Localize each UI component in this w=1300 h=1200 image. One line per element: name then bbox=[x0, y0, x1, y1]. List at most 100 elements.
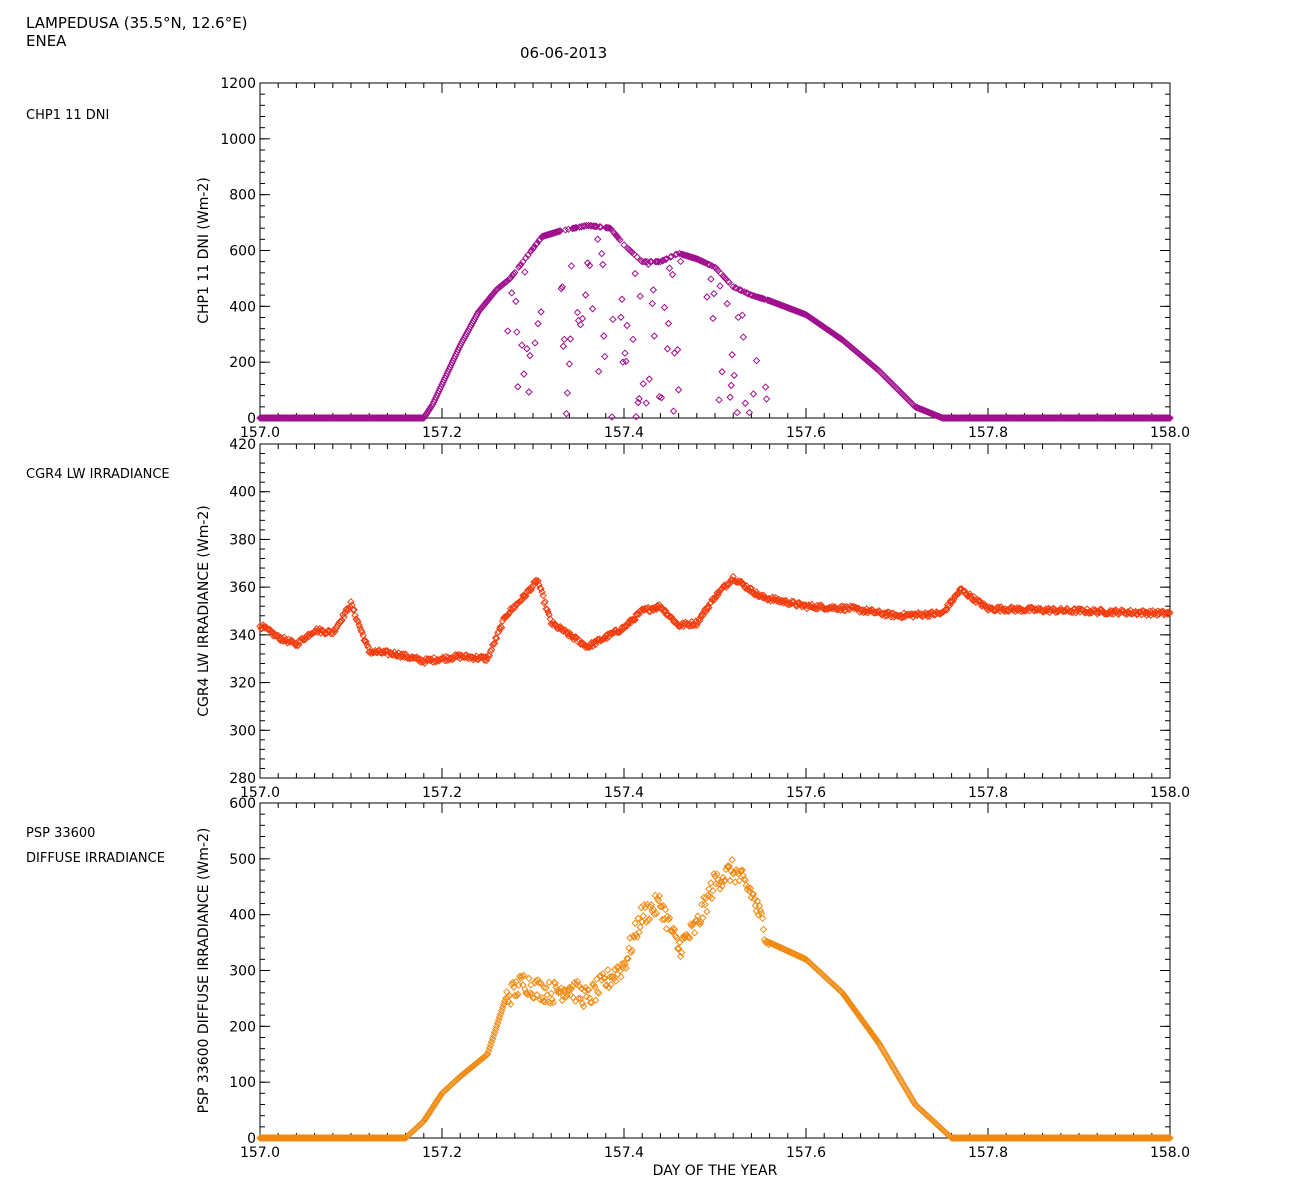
dni-point bbox=[619, 358, 627, 366]
lw-point bbox=[497, 623, 506, 632]
lw-point bbox=[967, 592, 975, 601]
diffuse-point bbox=[755, 902, 764, 910]
lw-point bbox=[278, 636, 286, 645]
diffuse-point bbox=[1162, 1134, 1170, 1142]
diffuse-point bbox=[698, 900, 706, 909]
dni-point bbox=[446, 363, 454, 371]
dni-point bbox=[518, 341, 526, 349]
diffuse-point bbox=[545, 978, 553, 986]
dni-point bbox=[716, 282, 724, 290]
dni-point bbox=[631, 269, 639, 278]
lw-point bbox=[719, 583, 727, 591]
dni-point bbox=[418, 414, 426, 422]
dni-point bbox=[655, 392, 664, 401]
dni-point bbox=[571, 224, 580, 232]
dni-point bbox=[729, 283, 737, 291]
dni-xtick-label: 157.6 bbox=[786, 425, 826, 441]
lw-xtick-label: 157.2 bbox=[422, 785, 462, 801]
lw-point bbox=[770, 595, 779, 604]
diffuse-point bbox=[533, 991, 541, 999]
dni-point bbox=[447, 361, 455, 369]
diffuse-ytick-label: 600 bbox=[229, 796, 256, 812]
lw-point bbox=[922, 610, 931, 619]
dni-ytick-label: 800 bbox=[229, 188, 256, 204]
dni-point bbox=[512, 297, 520, 306]
dni-point bbox=[1162, 414, 1170, 422]
dni-point bbox=[878, 369, 886, 378]
diffuse-point bbox=[628, 946, 636, 955]
diffuse-point bbox=[741, 876, 750, 884]
diffuse-point bbox=[674, 944, 683, 953]
dni-point bbox=[508, 289, 516, 297]
dni-point bbox=[567, 262, 576, 270]
diffuse-point bbox=[617, 973, 625, 981]
dni-point bbox=[663, 345, 672, 353]
dni-point bbox=[596, 223, 604, 231]
lw-point bbox=[661, 606, 670, 615]
dni-point bbox=[521, 268, 529, 276]
diffuse-point bbox=[721, 876, 729, 885]
diffuse-point bbox=[525, 974, 533, 983]
diffuse-point bbox=[665, 914, 674, 922]
dni-point bbox=[604, 224, 612, 232]
diffuse-point bbox=[728, 856, 736, 864]
dni-point bbox=[718, 368, 726, 376]
dni-point bbox=[585, 261, 594, 270]
dni-xtick-label: 157.2 bbox=[422, 425, 462, 441]
dni-point bbox=[431, 395, 439, 404]
dni-point bbox=[592, 222, 601, 231]
lw-point bbox=[348, 601, 356, 609]
dni-point bbox=[723, 300, 731, 308]
dni-point bbox=[703, 293, 711, 301]
lw-point bbox=[705, 603, 713, 612]
dni-point bbox=[883, 374, 891, 383]
diffuse-point bbox=[520, 971, 528, 980]
dni-point bbox=[433, 391, 441, 400]
dni-point bbox=[636, 292, 644, 300]
diffuse-point bbox=[649, 905, 658, 914]
dni-point bbox=[520, 370, 528, 378]
dni-point bbox=[752, 356, 761, 365]
lw-point bbox=[945, 601, 954, 610]
lw-point bbox=[541, 597, 549, 606]
dni-xtick-label: 158.0 bbox=[1150, 425, 1190, 441]
diffuse-xtick-label: 157.6 bbox=[786, 1145, 826, 1161]
dni-point bbox=[519, 258, 527, 266]
diffuse-side-label-1: PSP 33600 bbox=[26, 826, 96, 841]
dni-point bbox=[599, 260, 607, 269]
dni-point bbox=[469, 317, 478, 325]
dni-point bbox=[629, 335, 637, 344]
dni-point bbox=[710, 289, 718, 298]
dni-point bbox=[1161, 414, 1169, 422]
diffuse-point bbox=[655, 892, 664, 900]
dni-point bbox=[899, 391, 907, 399]
diffuse-point bbox=[546, 999, 554, 1007]
dni-point bbox=[622, 357, 630, 365]
dni-point bbox=[652, 257, 661, 266]
diffuse-point bbox=[683, 933, 692, 941]
dni-point bbox=[442, 372, 450, 380]
dni-point bbox=[886, 377, 894, 386]
diffuse-point bbox=[754, 910, 763, 919]
lw-point bbox=[688, 617, 696, 626]
diffuse-point bbox=[624, 954, 632, 963]
diffuse-point bbox=[714, 875, 722, 884]
lw-points bbox=[256, 572, 1174, 667]
dni-ytick-label: 200 bbox=[229, 355, 256, 371]
lw-point bbox=[532, 576, 540, 585]
diffuse-point bbox=[619, 964, 627, 972]
lw-point bbox=[985, 603, 993, 611]
diffuse-point bbox=[699, 914, 707, 922]
diffuse-point bbox=[738, 866, 747, 874]
dni-point bbox=[441, 374, 449, 382]
diffuse-point bbox=[670, 925, 679, 934]
lw-ytick-label: 320 bbox=[229, 676, 256, 692]
lw-point bbox=[614, 628, 622, 636]
lw-point bbox=[606, 629, 614, 637]
diffuse-point bbox=[535, 979, 543, 987]
diffuse-point bbox=[498, 1004, 507, 1012]
diffuse-point bbox=[1163, 1134, 1171, 1142]
dni-point bbox=[432, 393, 440, 402]
diffuse-ytick-label: 500 bbox=[229, 852, 256, 868]
